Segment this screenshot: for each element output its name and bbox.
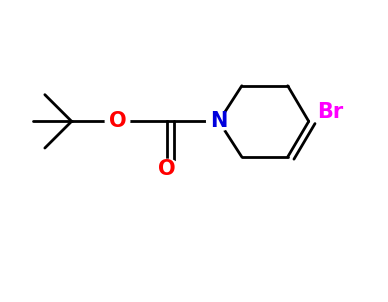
Text: N: N: [210, 111, 227, 131]
Text: Br: Br: [317, 102, 343, 123]
Text: O: O: [158, 159, 176, 179]
Text: O: O: [109, 111, 126, 131]
Circle shape: [317, 103, 342, 122]
Circle shape: [155, 159, 180, 178]
Circle shape: [207, 112, 231, 131]
Circle shape: [105, 112, 130, 131]
